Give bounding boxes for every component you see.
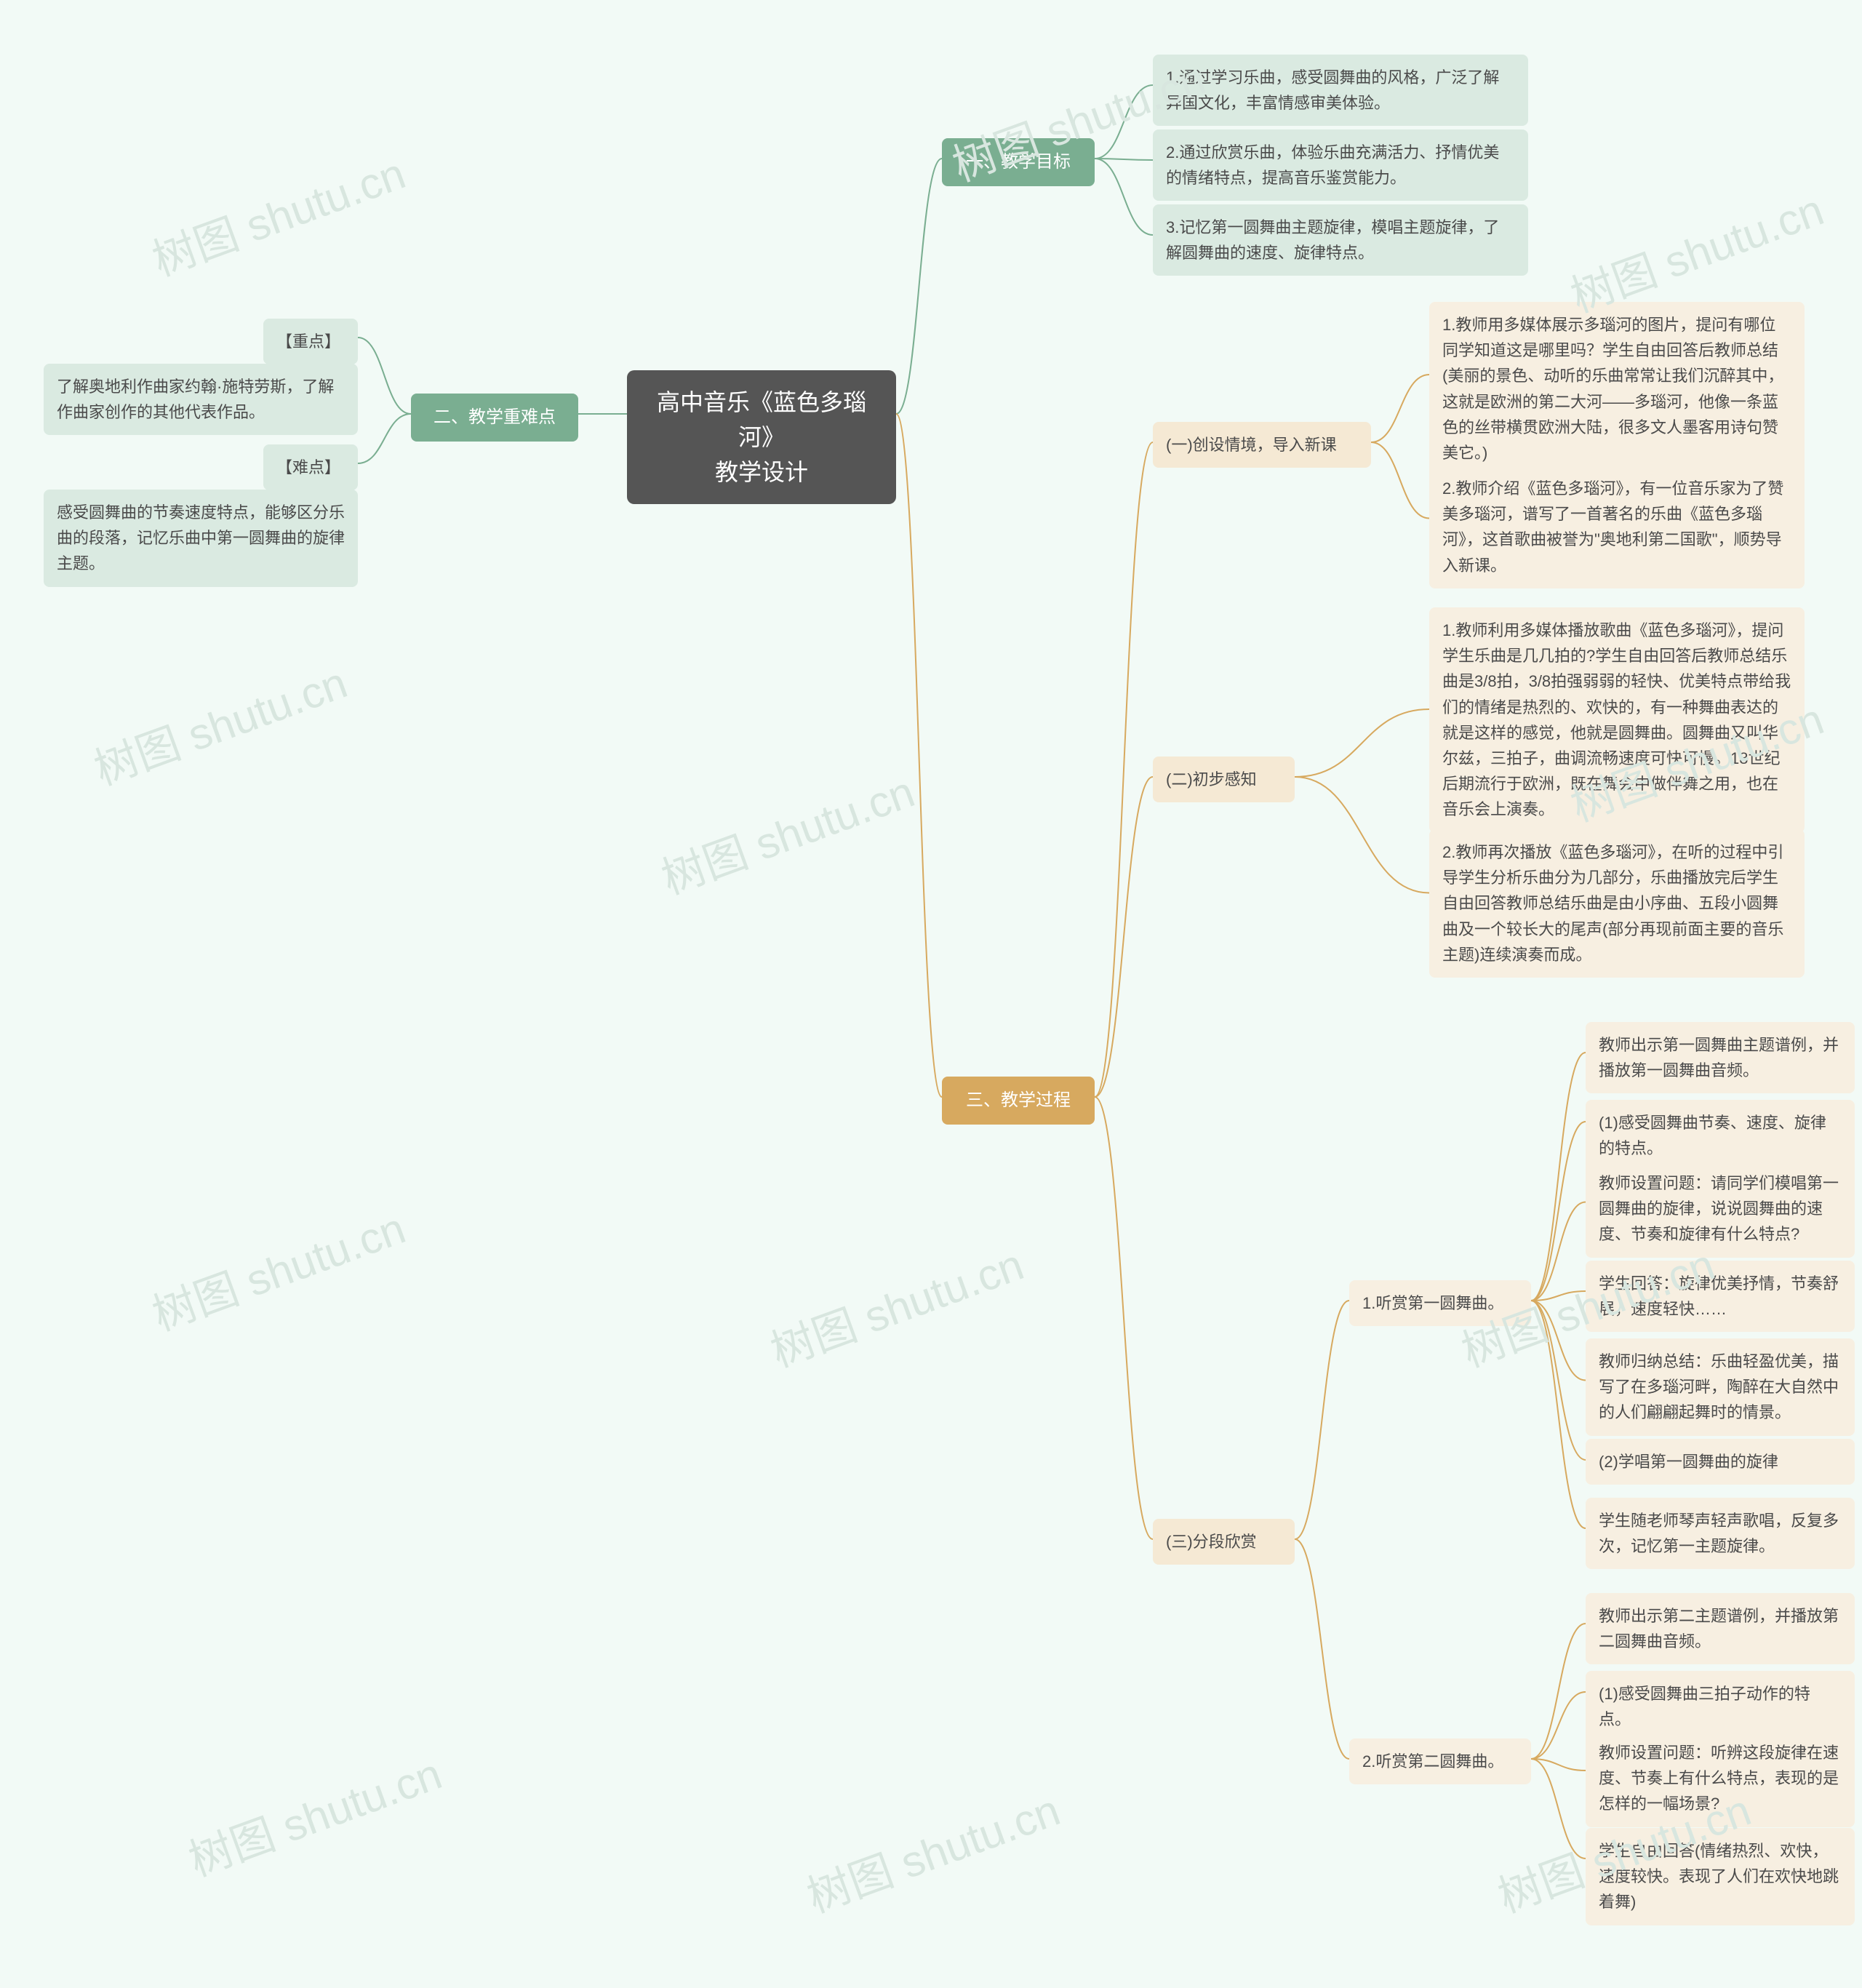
node-s3c1g: 学生随老师琴声轻声歌唱，反复多次，记忆第一主题旋律。 [1586,1498,1855,1569]
node-s3c2c: 教师设置问题：听辨这段旋律在速度、节奏上有什么特点，表现的是怎样的一幅场景? [1586,1730,1855,1827]
node-s2b: 【难点】 [263,444,358,490]
section-s1: 一、教学目标 [942,138,1095,186]
node-s3b2: 2.教师再次播放《蓝色多瑙河》，在听的过程中引导学生分析乐曲分为几部分，乐曲播放… [1429,829,1805,978]
node-s3c1: 1.听赏第一圆舞曲。 [1349,1280,1531,1326]
watermark: 树图 shutu.cn [797,1775,1067,1925]
node-s3a1: 1.教师用多媒体展示多瑙河的图片，提问有哪位同学知道这是哪里吗？学生自由回答后教… [1429,302,1805,476]
watermark: 树图 shutu.cn [179,1738,449,1888]
node-s3c2: 2.听赏第二圆舞曲。 [1349,1738,1531,1784]
node-s3c1c: 教师设置问题：请同学们模唱第一圆舞曲的旋律，说说圆舞曲的速度、节奏和旋律有什么特… [1586,1160,1855,1258]
node-s3c: (三)分段欣赏 [1153,1519,1295,1565]
node-s1c1: 1.通过学习乐曲，感受圆舞曲的风格，广泛了解异国文化，丰富情感审美体验。 [1153,55,1528,126]
node-s3c1d: 学生回答：旋律优美抒情，节奏舒展，速度轻快…… [1586,1261,1855,1332]
watermark: 树图 shutu.cn [143,1193,412,1343]
section-s2: 二、教学重难点 [411,394,578,442]
watermark: 树图 shutu.cn [652,757,922,906]
node-s3b: (二)初步感知 [1153,757,1295,802]
node-s2a1: 了解奥地利作曲家约翰·施特劳斯，了解作曲家创作的其他代表作品。 [44,364,358,435]
node-s3c2a: 教师出示第二主题谱例，并播放第二圆舞曲音频。 [1586,1593,1855,1664]
watermark: 树图 shutu.cn [84,647,354,797]
node-s3b1: 1.教师利用多媒体播放歌曲《蓝色多瑙河》，提问学生乐曲是几几拍的?学生自由回答后… [1429,607,1805,833]
watermark: 树图 shutu.cn [761,1229,1031,1379]
node-s3a: (一)创设情境，导入新课 [1153,422,1371,468]
node-s3c1e: 教师归纳总结：乐曲轻盈优美，描写了在多瑙河畔，陶醉在大自然中的人们翩翩起舞时的情… [1586,1338,1855,1436]
node-s1c2: 2.通过欣赏乐曲，体验乐曲充满活力、抒情优美的情绪特点，提高音乐鉴赏能力。 [1153,129,1528,201]
node-s2b1: 感受圆舞曲的节奏速度特点，能够区分乐曲的段落，记忆乐曲中第一圆舞曲的旋律主题。 [44,490,358,587]
node-s3c1f: (2)学唱第一圆舞曲的旋律 [1586,1439,1855,1485]
section-s3: 三、教学过程 [942,1077,1095,1125]
root-node: 高中音乐《蓝色多瑙河》教学设计 [627,370,896,504]
node-s3c2d: 学生自由回答(情绪热烈、欢快，速度较快。表现了人们在欢快地跳着舞) [1586,1828,1855,1925]
watermark: 树图 shutu.cn [143,138,412,288]
connectors-layer [0,0,1862,1988]
node-s3a2: 2.教师介绍《蓝色多瑙河》，有一位音乐家为了赞美多瑙河，谱写了一首著名的乐曲《蓝… [1429,466,1805,588]
node-s3c1a: 教师出示第一圆舞曲主题谱例，并播放第一圆舞曲音频。 [1586,1022,1855,1093]
node-s1c3: 3.记忆第一圆舞曲主题旋律，模唱主题旋律，了解圆舞曲的速度、旋律特点。 [1153,204,1528,276]
node-s2a: 【重点】 [263,319,358,364]
